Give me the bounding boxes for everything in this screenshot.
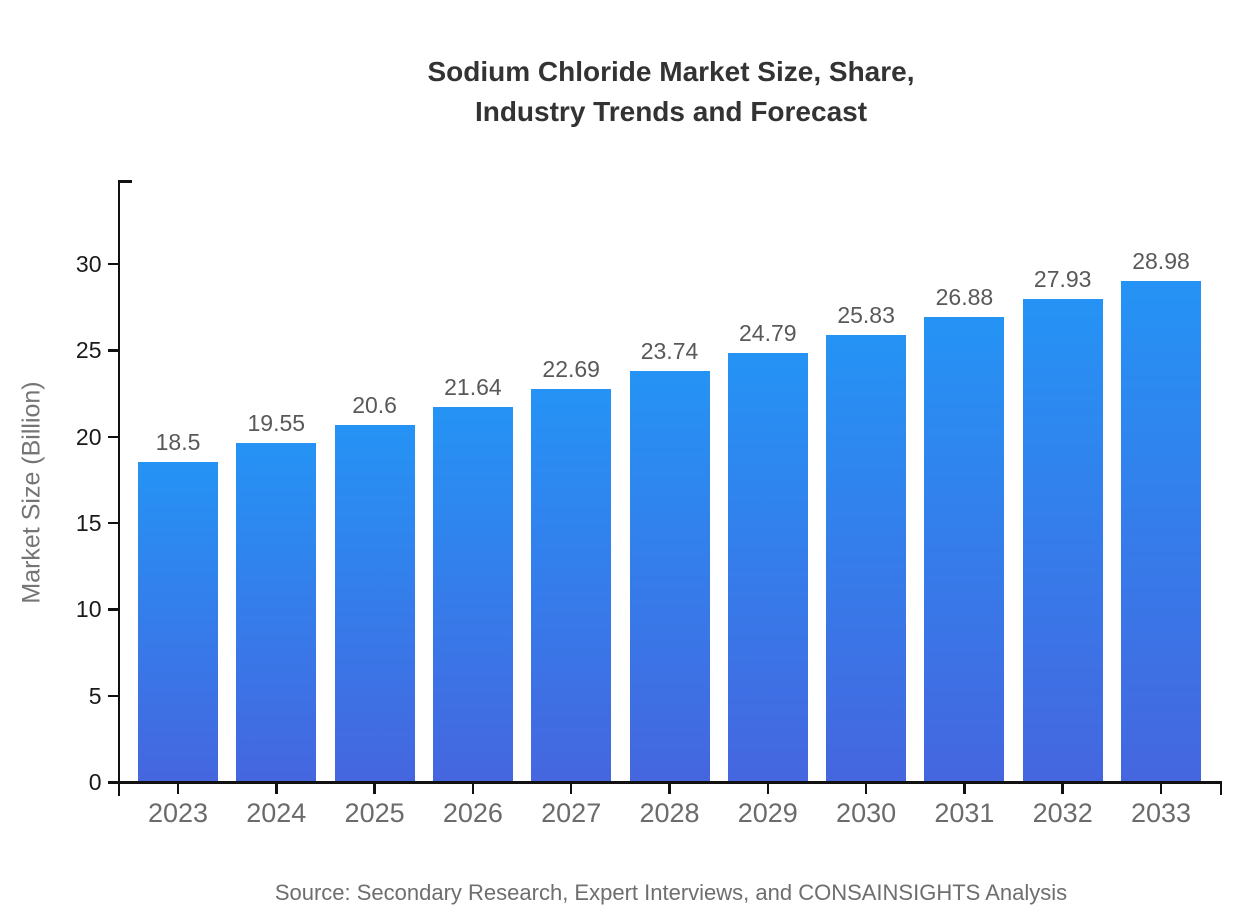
- x-axis-end-cap: [1219, 781, 1222, 795]
- bar-value-label: 27.93: [1033, 265, 1092, 292]
- y-tick-label: 20: [75, 423, 102, 450]
- x-tick-label: 2029: [737, 797, 798, 828]
- bar-2025: [334, 425, 415, 781]
- y-axis-line: [117, 180, 120, 796]
- x-tick-label: 2031: [934, 797, 995, 828]
- y-tick-mark: [107, 781, 118, 784]
- x-tick-label: 2025: [344, 797, 405, 828]
- bar-2030: [826, 335, 907, 781]
- x-tick-label: 2033: [1130, 797, 1192, 828]
- x-tick-mark: [471, 783, 475, 794]
- bar-value-label: 25.83: [837, 302, 895, 328]
- bar-value-label: 24.79: [739, 319, 797, 346]
- bar-2024: [236, 443, 317, 781]
- bar-value-label: 28.98: [1132, 247, 1190, 274]
- bar-value-label: 26.88: [935, 283, 994, 310]
- x-tick-mark: [275, 783, 278, 794]
- y-tick-mark: [107, 349, 118, 352]
- bar-value-label: 18.5: [155, 428, 201, 455]
- y-tick-mark: [107, 435, 118, 439]
- x-tick-label: 2028: [639, 797, 700, 828]
- bar-2028: [629, 371, 710, 781]
- bar-value-label: 20.6: [352, 392, 397, 419]
- x-tick-mark: [373, 783, 376, 794]
- bar-2023: [138, 461, 218, 781]
- bar-2026: [432, 407, 513, 781]
- y-tick-label: 0: [88, 769, 102, 795]
- y-tick-label: 10: [75, 596, 102, 623]
- bar-2031: [924, 316, 1005, 781]
- x-tick-label: 2030: [836, 797, 897, 828]
- y-tick-label: 5: [88, 682, 102, 709]
- y-axis-title: Market Size (Billion): [17, 381, 46, 604]
- x-tick-mark: [864, 783, 868, 794]
- chart-title-line2: Industry Trends and Forecast: [474, 96, 868, 127]
- x-tick-label: 2027: [541, 797, 602, 828]
- x-tick-mark: [766, 783, 770, 794]
- x-tick-mark: [1061, 783, 1064, 794]
- x-tick-mark: [176, 783, 180, 794]
- source-note: Source: Secondary Research, Expert Inter…: [274, 880, 1068, 905]
- bar-value-label: 21.64: [444, 374, 502, 401]
- bar-2027: [531, 389, 612, 781]
- x-tick-mark: [569, 783, 573, 794]
- y-tick-mark: [107, 694, 118, 698]
- y-tick-mark: [107, 521, 118, 525]
- chart-title-line1: Sodium Chloride Market Size, Share,: [427, 56, 915, 87]
- y-tick-label: 15: [75, 509, 102, 536]
- bar-value-label: 19.55: [247, 410, 306, 437]
- x-axis-line: [117, 781, 1222, 784]
- y-tick-label: 30: [75, 250, 102, 277]
- bar-value-label: 22.69: [542, 356, 600, 383]
- x-tick-mark: [963, 783, 966, 794]
- y-axis-top-cap: [117, 180, 132, 183]
- y-tick-mark: [107, 262, 118, 266]
- y-tick-label: 25: [75, 337, 102, 364]
- x-tick-label: 2023: [147, 797, 209, 828]
- bar-value-label: 23.74: [640, 338, 699, 365]
- x-tick-mark: [668, 783, 671, 794]
- bar-2029: [727, 352, 808, 781]
- x-tick-mark: [1159, 783, 1163, 794]
- bar-2032: [1022, 298, 1103, 781]
- x-tick-label: 2026: [442, 797, 503, 828]
- y-tick-mark: [107, 608, 118, 611]
- x-tick-label: 2032: [1032, 797, 1093, 828]
- x-tick-label: 2024: [246, 797, 307, 828]
- chart-title: Sodium Chloride Market Size, Share, Indu…: [120, 52, 1222, 132]
- bar-2033: [1121, 280, 1201, 781]
